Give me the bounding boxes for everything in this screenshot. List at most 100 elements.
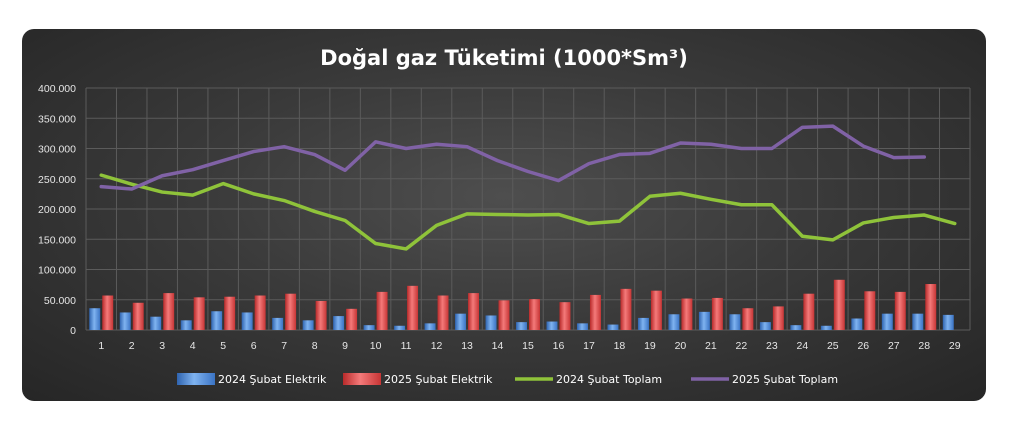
- x-tick-label: 24: [797, 340, 809, 352]
- bar-2024-elektrik: [546, 321, 558, 330]
- bar-2025-elektrik: [224, 296, 236, 330]
- bar-2024-elektrik: [729, 314, 741, 330]
- x-tick-label: 12: [431, 340, 443, 352]
- x-tick-label: 23: [766, 340, 778, 352]
- x-tick-label: 4: [190, 340, 196, 352]
- bar-2025-elektrik: [620, 288, 632, 330]
- legend-swatch: [177, 373, 215, 385]
- bar-2025-elektrik: [925, 284, 937, 330]
- legend-label: 2025 Şubat Elektrik: [384, 373, 493, 386]
- x-tick-label: 18: [614, 340, 626, 352]
- bar-2025-elektrik: [711, 297, 723, 330]
- line-series-layer: [99, 124, 957, 251]
- x-tick-label: 14: [492, 340, 504, 352]
- x-tick-label: 22: [736, 340, 748, 352]
- x-tick-label: 20: [675, 340, 687, 352]
- line-2024-toplam: [99, 173, 957, 251]
- y-tick-label: 400.000: [38, 83, 76, 95]
- x-tick-label: 25: [827, 340, 839, 352]
- bar-2024-elektrik: [394, 325, 406, 330]
- bar-2024-elektrik: [607, 324, 619, 330]
- bar-2025-elektrik: [193, 297, 205, 330]
- x-tick-label: 15: [522, 340, 534, 352]
- x-tick-label: 5: [220, 340, 226, 352]
- bar-2025-elektrik: [833, 279, 845, 330]
- bar-2024-elektrik: [912, 313, 924, 330]
- x-tick-label: 13: [461, 340, 473, 352]
- bar-2024-elektrik: [942, 314, 954, 330]
- bar-series-layer: [89, 279, 954, 330]
- bar-2024-elektrik: [333, 316, 345, 330]
- line-2025-toplam: [99, 124, 927, 191]
- y-tick-label: 250.000: [38, 174, 76, 186]
- x-tick-label: 17: [583, 340, 595, 352]
- grid-layer: [85, 87, 971, 331]
- chart-legend: 2024 Şubat Elektrik 2025 Şubat Elektrik 20…: [177, 373, 838, 386]
- x-tick-label: 28: [918, 340, 930, 352]
- x-tick-label: 2: [129, 340, 135, 352]
- x-tick-label: 21: [705, 340, 717, 352]
- bar-2024-elektrik: [698, 311, 710, 330]
- bar-2024-elektrik: [455, 313, 467, 330]
- y-axis-ticks: 0 50.000 100.000 150.000 200.000 250.000 300.0…: [38, 83, 76, 337]
- x-tick-label: 11: [401, 340, 412, 352]
- chart-svg: Doğal gaz Tüketimi (1000*Sm³) 050.000100…: [38, 46, 971, 386]
- bar-2024-elektrik: [302, 320, 314, 330]
- chart-card: Doğal gaz Tüketimi (1000*Sm³) 0 50.000 100…: [22, 29, 986, 401]
- x-tick-label: 9: [342, 340, 348, 352]
- legend-label: 2024 Şubat Toplam: [556, 373, 662, 386]
- bar-2025-elektrik: [742, 308, 754, 330]
- bar-2024-elektrik: [668, 314, 680, 330]
- bar-2024-elektrik: [150, 316, 162, 330]
- bar-2024-elektrik: [851, 318, 863, 330]
- x-tick-label: 1: [98, 340, 104, 352]
- bar-2024-elektrik: [485, 315, 497, 330]
- x-tick-label: 10: [370, 340, 382, 352]
- bar-2025-elektrik: [163, 293, 175, 330]
- x-tick-label: 7: [281, 340, 287, 352]
- bar-2025-elektrik: [376, 291, 388, 330]
- bar-2024-elektrik: [820, 325, 832, 330]
- bar-2025-elektrik: [589, 294, 601, 330]
- y-tick-label: 150.000: [38, 234, 76, 246]
- legend-label: 2025 Şubat Toplam: [732, 373, 838, 386]
- y-tick-label: 100.000: [38, 265, 76, 277]
- bar-2024-elektrik: [790, 325, 802, 330]
- bar-2025-elektrik: [468, 293, 480, 330]
- bar-2025-elektrik: [254, 295, 266, 330]
- legend-label: 2024 Şubat Elektrik: [218, 373, 327, 386]
- y-tick-label: 350.000: [38, 113, 76, 125]
- bar-2024-elektrik: [576, 323, 588, 330]
- x-tick-label: 6: [251, 340, 257, 352]
- bar-2025-elektrik: [132, 302, 144, 330]
- bar-2025-elektrik: [681, 298, 693, 330]
- x-tick-label: 19: [644, 340, 656, 352]
- bar-2024-elektrik: [363, 325, 375, 330]
- x-axis-ticks: 1 2 3 4 5 6 7 8 9 10 11 12 13 14 15 16 17 18 19 20 21 22 23 24 2…: [98, 340, 960, 352]
- bar-2024-elektrik: [516, 322, 527, 330]
- bar-2024-elektrik: [637, 317, 649, 330]
- bar-2025-elektrik: [894, 291, 906, 330]
- bar-2024-elektrik: [424, 323, 436, 330]
- y-tick-label: 0: [70, 325, 76, 337]
- bar-2024-elektrik: [881, 313, 893, 330]
- x-tick-label: 26: [857, 340, 869, 352]
- bar-2024-elektrik: [119, 312, 131, 330]
- bar-2025-elektrik: [498, 300, 510, 330]
- bar-2025-elektrik: [285, 293, 297, 330]
- bar-2024-elektrik: [759, 322, 771, 330]
- bar-2024-elektrik: [272, 317, 284, 330]
- x-tick-label: 29: [949, 340, 961, 352]
- bar-2024-elektrik: [241, 312, 253, 330]
- bar-2025-elektrik: [529, 299, 540, 330]
- x-tick-label: 3: [159, 340, 165, 352]
- bar-2024-elektrik: [211, 311, 223, 330]
- y-tick-label: 200.000: [38, 204, 76, 216]
- bar-2025-elektrik: [315, 300, 327, 330]
- chart-title: Doğal gaz Tüketimi (1000*Sm³): [320, 46, 688, 70]
- bar-2024-elektrik: [89, 308, 101, 330]
- bar-2025-elektrik: [772, 306, 784, 330]
- bar-2025-elektrik: [803, 293, 815, 330]
- x-tick-label: 27: [888, 340, 900, 352]
- y-tick-label: 300.000: [38, 144, 76, 156]
